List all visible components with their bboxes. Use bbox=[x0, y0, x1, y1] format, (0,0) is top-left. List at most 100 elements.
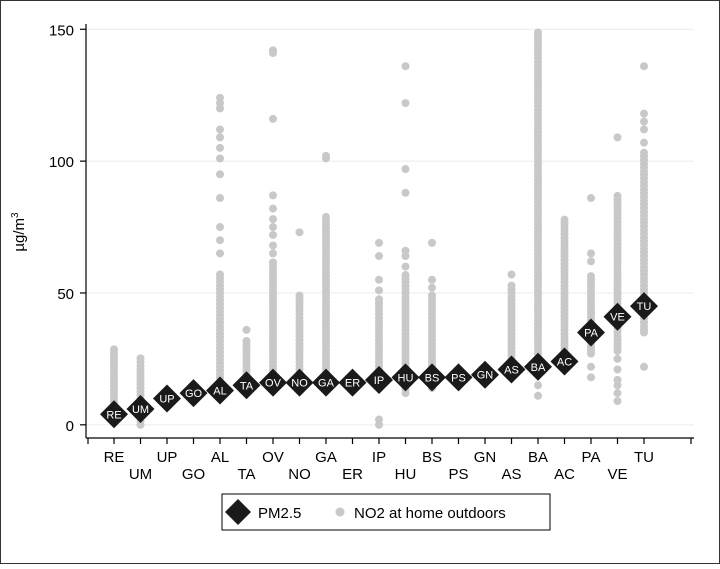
pm25-point-UP bbox=[153, 384, 181, 413]
pm25-point-OV bbox=[259, 368, 287, 397]
no2-point-OV bbox=[269, 46, 277, 55]
pm25-point-label-GN: GN bbox=[477, 370, 494, 382]
no2-point-TU bbox=[640, 62, 648, 71]
no2-point-AL bbox=[216, 133, 224, 142]
no2-point-TU bbox=[640, 148, 648, 157]
x-tick-label-UP: UP bbox=[157, 449, 178, 466]
pm25-point-label-RE: RE bbox=[106, 409, 121, 421]
no2-point-IP bbox=[375, 286, 383, 295]
x-tick-label-HU: HU bbox=[395, 466, 417, 483]
no2-point-PA bbox=[587, 257, 595, 266]
pm25-point-label-TA: TA bbox=[240, 380, 254, 392]
no2-point-PA bbox=[587, 272, 595, 281]
legend-pm25-marker bbox=[225, 499, 251, 525]
no2-point-BA bbox=[534, 381, 542, 390]
no2-point-VE bbox=[613, 375, 622, 384]
no2-point-BA bbox=[534, 28, 542, 37]
x-tick-label-OV: OV bbox=[262, 449, 284, 466]
no2-point-OV bbox=[269, 249, 277, 258]
x-tick-label-PA: PA bbox=[582, 449, 601, 466]
no2-point-NO bbox=[295, 291, 304, 300]
y-tick-label: 0 bbox=[66, 418, 74, 435]
no2-point-BS bbox=[428, 291, 436, 300]
pm25-point-label-UP: UP bbox=[159, 393, 174, 405]
no2-point-OV bbox=[269, 241, 277, 250]
pm25-point-label-IP: IP bbox=[374, 375, 384, 387]
x-tick-label-TA: TA bbox=[237, 466, 255, 483]
pm25-point-TU bbox=[630, 292, 658, 321]
no2-point-HU bbox=[401, 262, 410, 271]
pm25-point-AS bbox=[497, 355, 526, 384]
y-axis-label: µg/m3 bbox=[10, 212, 28, 252]
no2-point-PA bbox=[587, 194, 595, 203]
pm25-point-BA bbox=[524, 352, 552, 381]
legend-box bbox=[221, 493, 551, 531]
pm25-point-label-HU: HU bbox=[398, 372, 414, 384]
pm25-point-IP bbox=[365, 365, 393, 394]
no2-point-HU bbox=[401, 188, 410, 197]
pm25-point-VE bbox=[603, 302, 632, 331]
no2-point-PA bbox=[587, 362, 595, 371]
no2-point-OV bbox=[269, 223, 277, 232]
pm25-point-label-VE: VE bbox=[610, 312, 625, 324]
pm25-point-UM bbox=[126, 394, 155, 423]
no2-point-OV bbox=[269, 215, 277, 224]
no2-point-GA bbox=[322, 151, 330, 160]
no2-point-PA bbox=[587, 249, 595, 258]
no2-point-IP bbox=[375, 252, 383, 261]
pm25-point-label-GO: GO bbox=[185, 388, 203, 400]
pm25-point-HU bbox=[391, 363, 420, 392]
pm25-point-AL bbox=[206, 376, 234, 405]
no2-point-VE bbox=[613, 389, 622, 398]
pm25-point-label-TU: TU bbox=[637, 301, 652, 313]
pm25-point-label-GA: GA bbox=[318, 378, 335, 390]
pm25-point-label-OV: OV bbox=[265, 378, 282, 390]
pm25-point-label-UM: UM bbox=[132, 404, 149, 416]
x-tick-label-TU: TU bbox=[634, 449, 654, 466]
no2-point-IP bbox=[375, 275, 383, 284]
no2-point-IP bbox=[375, 415, 383, 424]
no2-point-AL bbox=[216, 270, 224, 279]
no2-point-TU bbox=[640, 117, 648, 126]
no2-point-AL bbox=[216, 154, 224, 163]
y-tick-label: 150 bbox=[49, 22, 74, 39]
no2-point-IP bbox=[375, 238, 383, 247]
no2-point-AL bbox=[216, 125, 224, 134]
pm25-point-GN bbox=[471, 360, 499, 389]
pm25-point-BS bbox=[418, 363, 446, 392]
no2-point-HU bbox=[401, 271, 410, 280]
plot-area bbox=[86, 20, 694, 438]
no2-point-AS bbox=[507, 270, 516, 279]
pm25-point-NO bbox=[285, 368, 314, 397]
no2-point-VE bbox=[613, 133, 622, 142]
x-tick-label-GO: GO bbox=[182, 466, 205, 483]
x-tick-label-GA: GA bbox=[315, 449, 337, 466]
no2-point-OV bbox=[269, 114, 277, 123]
y-axis-ticks: 0 50 100 150 bbox=[49, 22, 86, 435]
no2-point-AC bbox=[560, 215, 569, 224]
no2-point-TU bbox=[640, 138, 648, 147]
legend-no2-label: NO2 at home outdoors bbox=[354, 505, 506, 522]
no2-point-HU bbox=[401, 99, 410, 108]
pm25-point-AC bbox=[550, 347, 579, 376]
pm25-point-label-NO: NO bbox=[291, 378, 308, 390]
x-tick-label-BS: BS bbox=[422, 449, 442, 466]
x-tick-label-UM: UM bbox=[129, 466, 152, 483]
no2-point-TU bbox=[640, 109, 648, 118]
no2-point-HU bbox=[401, 62, 410, 71]
y-axis-label-main: µg/m bbox=[11, 218, 28, 252]
y-tick-label: 100 bbox=[49, 154, 74, 171]
pm25-point-label-AL: AL bbox=[213, 386, 226, 398]
x-tick-label-IP: IP bbox=[372, 449, 386, 466]
x-tick-label-NO: NO bbox=[288, 466, 311, 483]
no2-point-OV bbox=[269, 230, 277, 239]
no2-point-TA bbox=[242, 325, 251, 334]
no2-point-BS bbox=[428, 238, 436, 247]
pm25-point-label-BA: BA bbox=[531, 362, 546, 374]
no2-point-PA bbox=[587, 373, 595, 382]
pm25-point-GO bbox=[179, 379, 208, 408]
x-tick-label-VE: VE bbox=[607, 466, 627, 483]
no2-point-UM bbox=[136, 354, 145, 363]
